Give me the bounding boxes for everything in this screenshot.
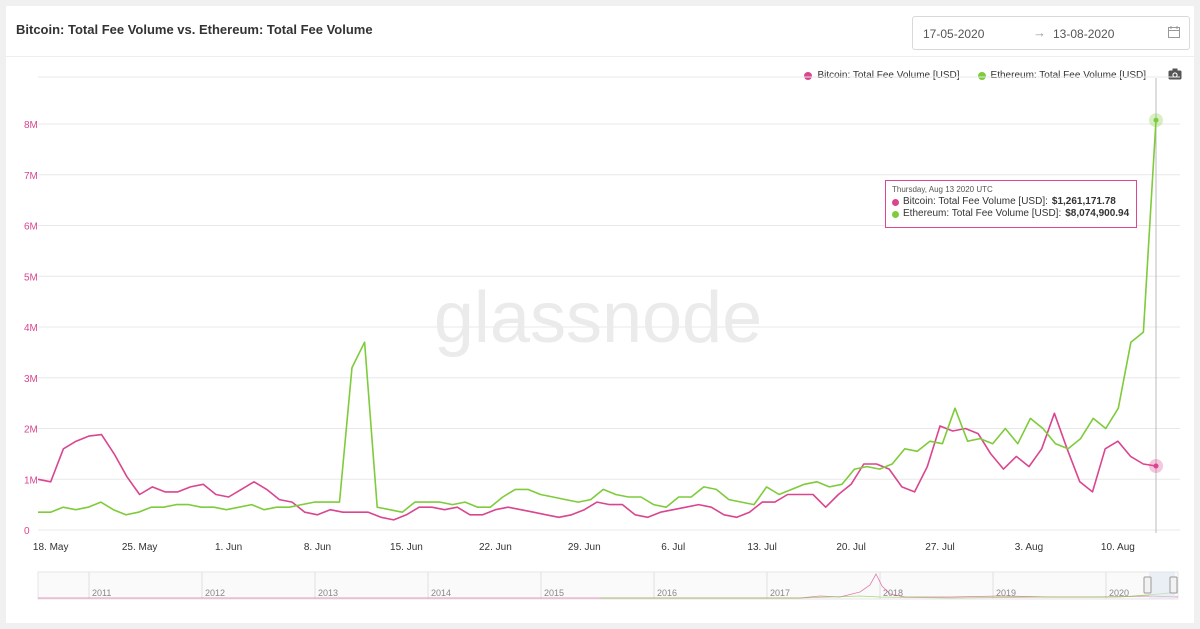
- calendar-icon[interactable]: [1167, 25, 1181, 39]
- y-tick-label: 8M: [24, 120, 38, 131]
- navigator-year-label: 2012: [205, 588, 225, 598]
- date-to-field[interactable]: 13-08-2020: [1053, 27, 1115, 41]
- chart-legend: Bitcoin: Total Fee Volume [USD] Ethereum…: [804, 70, 1146, 81]
- legend-dot-bitcoin: [804, 71, 813, 80]
- y-tick-label: 5M: [24, 272, 38, 283]
- hover-markers: [1149, 113, 1163, 473]
- tooltip-dot-bitcoin: [892, 198, 899, 206]
- navigator-handle-right[interactable]: [1169, 576, 1178, 594]
- chart-title: Bitcoin: Total Fee Volume vs. Ethereum: …: [16, 22, 373, 37]
- y-tick-label: 2M: [24, 425, 38, 436]
- y-axis-ticks: 0 1M 2M 3M 4M 5M 6M 7M 8M: [24, 120, 38, 537]
- tooltip-date: Thursday, Aug 13 2020 UTC: [892, 185, 993, 194]
- y-tick-label: 4M: [24, 323, 38, 334]
- ethereum-series-line[interactable]: [38, 120, 1157, 516]
- ethereum-marker: [1153, 117, 1159, 123]
- x-tick-label: 15. Jun: [390, 542, 423, 553]
- navigator-year-label: 2013: [318, 588, 338, 598]
- navigator-year-label: 2016: [657, 588, 677, 598]
- tooltip-dot-ethereum: [892, 210, 899, 218]
- navigator-year-label: 2017: [770, 588, 790, 598]
- chart-card: Bitcoin: Total Fee Volume vs. Ethereum: …: [6, 6, 1194, 623]
- x-tick-label: 10. Aug: [1101, 542, 1135, 553]
- series-lines: [37, 120, 1157, 521]
- tooltip-label-bitcoin: Bitcoin: Total Fee Volume [USD]:: [903, 196, 1048, 207]
- y-tick-label: 3M: [24, 374, 38, 385]
- x-tick-label: 22. Jun: [479, 542, 512, 553]
- x-tick-label: 3. Aug: [1015, 542, 1043, 553]
- y-tick-label: 1M: [24, 475, 38, 486]
- header-divider: [6, 56, 1194, 57]
- y-tick-label: 7M: [24, 171, 38, 182]
- tooltip-value-ethereum: $8,074,900.94: [1065, 208, 1130, 219]
- x-tick-label: 1. Jun: [215, 542, 242, 553]
- x-tick-label: 6. Jul: [661, 542, 685, 553]
- legend-item-ethereum[interactable]: Ethereum: Total Fee Volume [USD]: [977, 70, 1146, 81]
- navigator-year-label: 2011: [92, 588, 111, 598]
- x-tick-label: 29. Jun: [568, 542, 601, 553]
- bitcoin-marker: [1153, 463, 1159, 469]
- legend-label-bitcoin: Bitcoin: Total Fee Volume [USD]: [817, 70, 960, 81]
- legend-item-bitcoin[interactable]: Bitcoin: Total Fee Volume [USD]: [804, 70, 960, 81]
- y-tick-label: 0: [24, 526, 30, 537]
- x-tick-label: 20. Jul: [836, 542, 865, 553]
- x-tick-label: 8. Jun: [304, 542, 331, 553]
- watermark-text: glassnode: [434, 278, 762, 358]
- navigator-year-label: 2018: [883, 588, 903, 598]
- x-tick-label: 25. May: [122, 542, 158, 553]
- navigator-year-label: 2020: [1109, 588, 1129, 598]
- tooltip-row-bitcoin: Bitcoin: Total Fee Volume [USD]: $1,261,…: [892, 196, 1130, 208]
- x-tick-label: 13. Jul: [747, 542, 776, 553]
- tooltip-value-bitcoin: $1,261,171.78: [1051, 196, 1116, 207]
- date-from-field[interactable]: 17-05-2020: [923, 27, 985, 41]
- navigator-year-label: 2019: [996, 588, 1016, 598]
- navigator-track[interactable]: [37, 571, 1179, 600]
- legend-dot-ethereum: [977, 71, 986, 80]
- legend-label-ethereum: Ethereum: Total Fee Volume [USD]: [990, 70, 1146, 81]
- bitcoin-series-line[interactable]: [37, 412, 1157, 521]
- y-tick-label: 6M: [24, 222, 38, 233]
- arrow-right-icon: →: [1033, 25, 1046, 40]
- navigator-handle-left[interactable]: [1143, 576, 1152, 594]
- date-range-picker[interactable]: 17-05-2020 → 13-08-2020: [912, 16, 1190, 50]
- navigator-year-label: 2014: [431, 588, 451, 598]
- navigator: 2011 2012 2013 2014 2015 2016 2017 2018 2019 2020: [37, 571, 1179, 600]
- navigator-ethereum-line: [600, 591, 1179, 599]
- x-tick-label: 18. May: [33, 542, 69, 553]
- x-tick-label: 27. Jul: [925, 542, 954, 553]
- x-axis-ticks: 18. May 25. May 1. Jun 8. Jun 15. Jun 22. Jun…: [33, 542, 1135, 553]
- navigator-year-label: 2015: [544, 588, 564, 598]
- tooltip-label-ethereum: Ethereum: Total Fee Volume [USD]:: [903, 208, 1062, 219]
- chart-tooltip: Thursday, Aug 13 2020 UTC Bitcoin: Total…: [885, 180, 1137, 228]
- tooltip-row-ethereum: Ethereum: Total Fee Volume [USD]: $8,074…: [892, 208, 1130, 220]
